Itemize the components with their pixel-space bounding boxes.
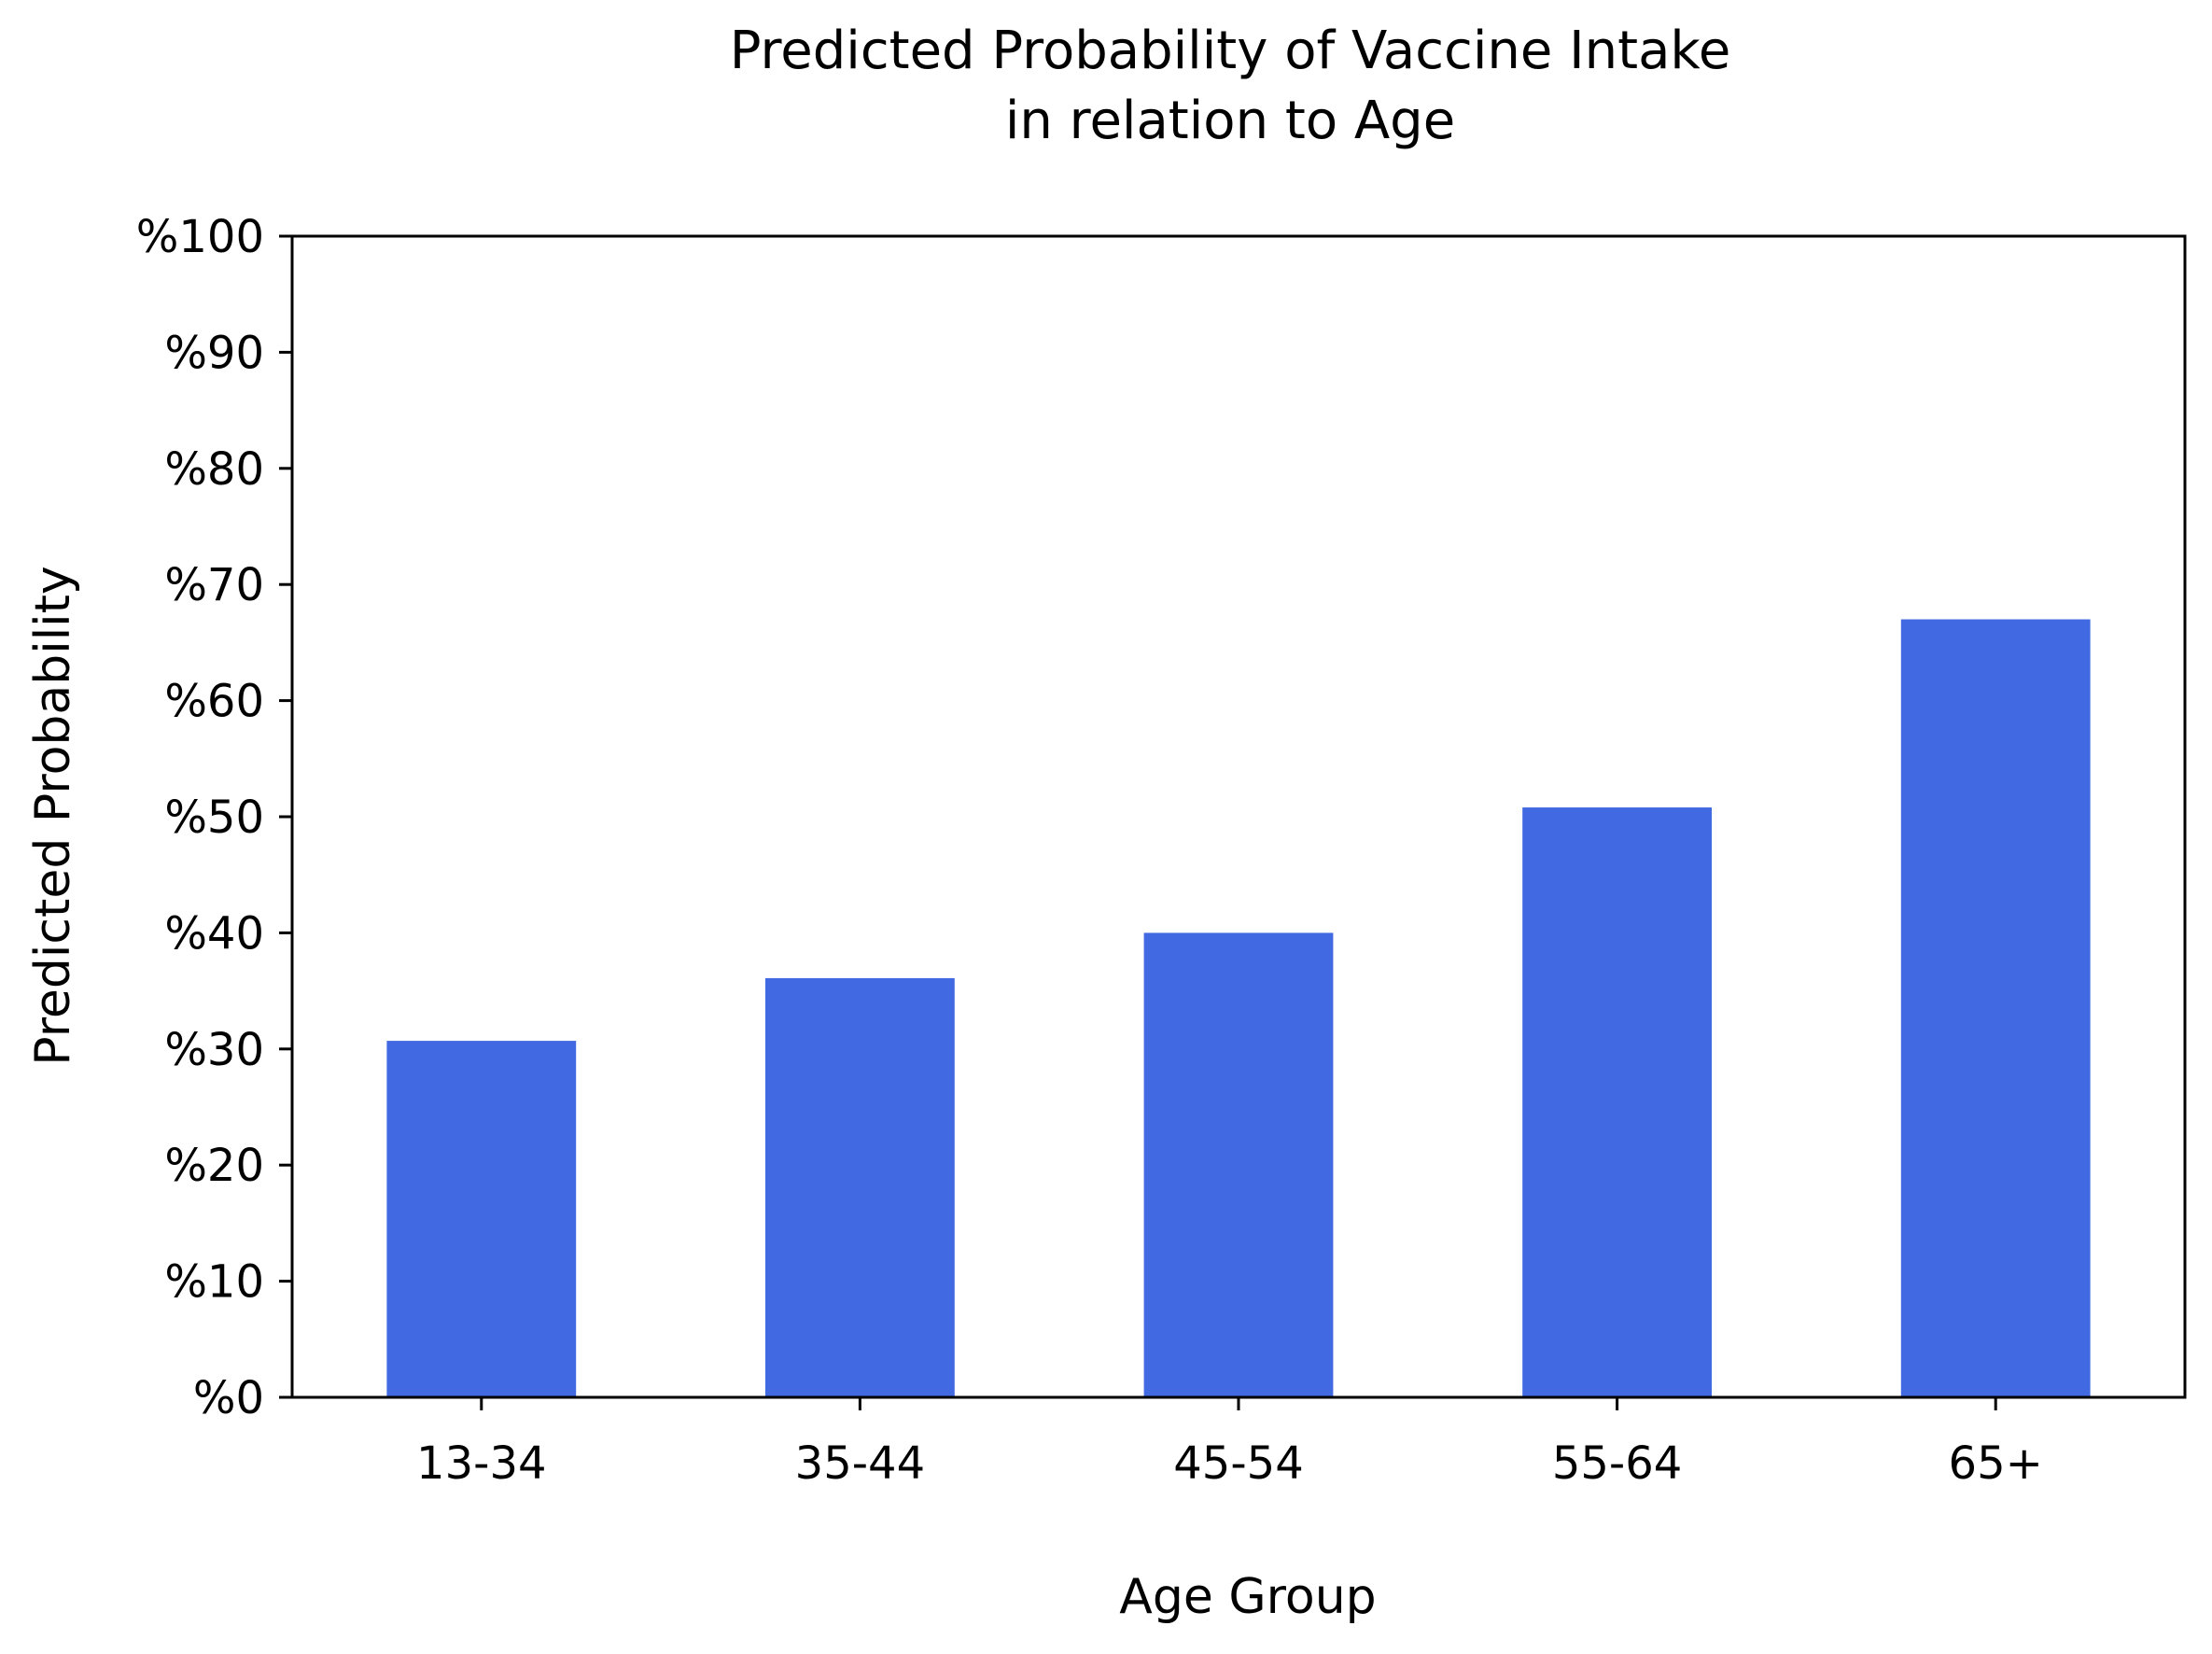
bar-13-34 — [386, 1041, 577, 1397]
y-tick-label: %100 — [136, 211, 264, 263]
y-tick-label: %90 — [164, 327, 264, 379]
y-tick-label: %80 — [164, 443, 264, 496]
y-tick-label: %40 — [164, 907, 264, 960]
x-tick-label: 45-54 — [1173, 1437, 1303, 1490]
x-axis-ticks: 13-34 35-44 45-54 55-64 65+ — [416, 1397, 2043, 1490]
x-axis-label: Age Group — [1119, 1569, 1376, 1625]
chart-title-line-2: in relation to Age — [1005, 91, 1455, 151]
bars-group — [386, 619, 2091, 1397]
x-tick-label: 65+ — [1949, 1437, 2043, 1490]
chart-title-line-1: Predicted Probability of Vaccine Intake — [730, 21, 1731, 81]
bar-35-44 — [765, 977, 955, 1397]
y-tick-label: %10 — [164, 1256, 264, 1309]
bar-45-54 — [1143, 932, 1334, 1397]
x-tick-label: 35-44 — [795, 1437, 925, 1490]
y-axis-ticks: %0 %10 %20 %30 %40 %50 %60 %70 %80 %90 %100 — [136, 211, 292, 1424]
bar-65+ — [1900, 619, 2091, 1397]
y-tick-label: %60 — [164, 676, 264, 728]
y-tick-label: %30 — [164, 1024, 264, 1076]
y-tick-label: %70 — [164, 559, 264, 611]
plot-frame — [290, 234, 2187, 1399]
y-tick-label: %50 — [164, 792, 264, 844]
y-tick-label: %0 — [193, 1372, 264, 1424]
y-tick-label: %20 — [164, 1140, 264, 1192]
y-axis-label: Predicted Probability — [25, 566, 81, 1066]
x-tick-label: 55-64 — [1552, 1437, 1682, 1490]
bar-55-64 — [1522, 807, 1712, 1397]
x-tick-label: 13-34 — [416, 1437, 546, 1490]
